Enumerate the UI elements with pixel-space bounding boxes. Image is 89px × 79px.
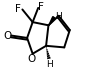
Text: O: O <box>27 54 35 64</box>
Text: F: F <box>38 2 44 12</box>
Text: O: O <box>3 31 11 41</box>
Text: F: F <box>15 4 21 14</box>
Text: H: H <box>55 12 61 21</box>
Text: H: H <box>46 60 53 69</box>
Polygon shape <box>49 17 55 25</box>
